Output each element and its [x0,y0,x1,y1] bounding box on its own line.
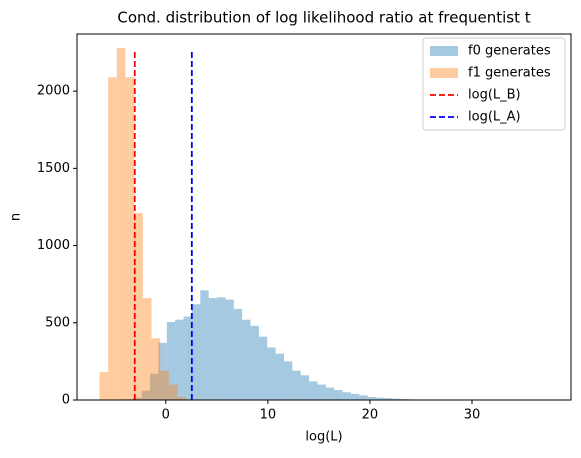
hist-bar [234,309,242,400]
hist-bar [326,388,334,400]
hist-bar [225,300,233,400]
hist-bar [251,326,259,400]
hist-bar [192,304,200,400]
legend-label: f0 generates [468,44,551,59]
hist-bar [117,48,126,400]
hist-bar [301,375,309,400]
x-tick-label: 20 [362,408,379,423]
hist-bar [99,372,108,400]
x-tick-label: 30 [464,408,481,423]
y-tick-label: 0 [62,393,70,408]
hist-bar [200,290,208,400]
legend-label: log(L_B) [468,88,521,103]
hist-bar [169,385,178,400]
hist-bar [209,298,217,400]
hist-bar [317,385,325,400]
hist-bar [334,390,342,400]
hist-bar [351,394,359,400]
x-axis-label: log(L) [305,430,342,445]
hist-bar [184,317,192,400]
hist-bar [259,337,267,400]
hist-bar [217,297,225,400]
hist-bar [276,354,284,400]
hist-bar [309,381,317,400]
y-tick-label: 1500 [37,161,70,176]
legend-swatch [430,68,458,78]
hist-bar [152,338,161,400]
y-tick-label: 1000 [37,238,70,253]
legend-swatch [430,46,458,56]
hist-bar [242,320,250,400]
hist-bar [125,77,134,400]
hist-bar [143,298,152,400]
y-tick-label: 500 [45,315,70,330]
chart-title: Cond. distribution of log likelihood rat… [117,9,530,27]
hist-bar [267,347,275,400]
y-axis-label: n [9,213,24,221]
legend-label: f1 generates [468,66,551,81]
hist-bar [343,392,351,400]
x-tick-label: 0 [162,408,170,423]
hist-bar [359,395,367,400]
legend-label: log(L_A) [468,110,521,125]
x-tick-label: 10 [260,408,277,423]
hist-bar [160,371,169,400]
y-tick-label: 2000 [37,84,70,99]
hist-bar [292,371,300,400]
hist-bar [108,77,117,400]
hist-bar [284,361,292,400]
